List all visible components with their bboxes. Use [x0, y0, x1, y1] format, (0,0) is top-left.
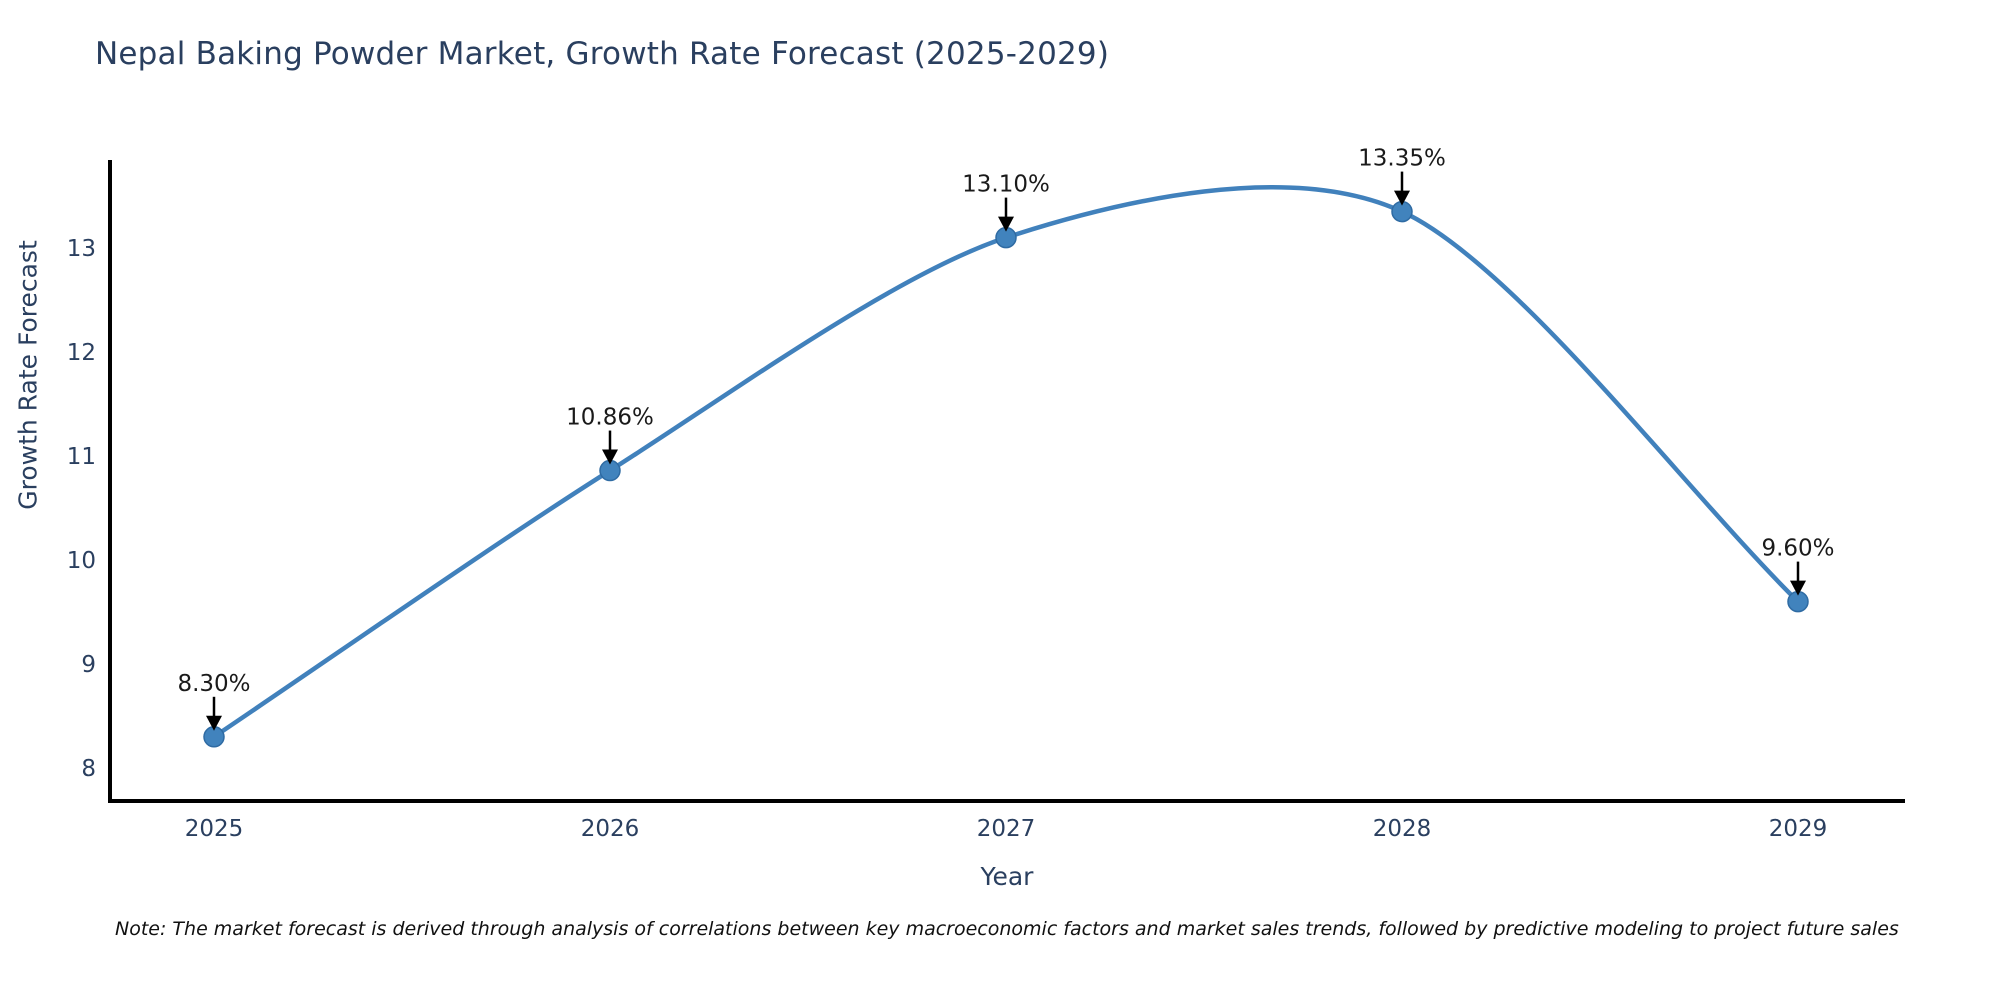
- y-tick-label: 13: [67, 236, 96, 262]
- annotation-arrowhead: [1790, 580, 1806, 596]
- annotation-arrowhead: [206, 715, 222, 731]
- y-tick-label: 8: [81, 756, 96, 782]
- annotation-arrowhead: [602, 449, 618, 465]
- x-tick-label: 2028: [1373, 816, 1432, 842]
- x-tick-label: 2025: [185, 816, 244, 842]
- annotation-label: 10.86%: [566, 405, 654, 431]
- annotation-arrowhead: [1394, 190, 1410, 206]
- chart-title: Nepal Baking Powder Market, Growth Rate …: [95, 36, 1110, 72]
- y-tick-label: 10: [67, 548, 96, 574]
- series-line: [211, 185, 1801, 740]
- y-tick-label: 11: [67, 444, 96, 470]
- footnote-text: Note: The market forecast is derived thr…: [115, 918, 1899, 940]
- annotation-label: 13.35%: [1358, 146, 1446, 172]
- annotation-label: 13.10%: [962, 172, 1050, 198]
- annotation-label: 9.60%: [1761, 536, 1834, 562]
- x-tick-label: 2027: [977, 816, 1036, 842]
- x-axis-title: Year: [980, 862, 1034, 891]
- x-tick-label: 2026: [581, 816, 640, 842]
- annotation-label: 8.30%: [177, 671, 250, 697]
- y-tick-label: 9: [81, 652, 96, 678]
- annotation-arrowhead: [998, 216, 1014, 232]
- y-tick-label: 12: [67, 340, 96, 366]
- y-axis-title: Growth Rate Forecast: [13, 240, 43, 510]
- x-tick-label: 2029: [1769, 816, 1828, 842]
